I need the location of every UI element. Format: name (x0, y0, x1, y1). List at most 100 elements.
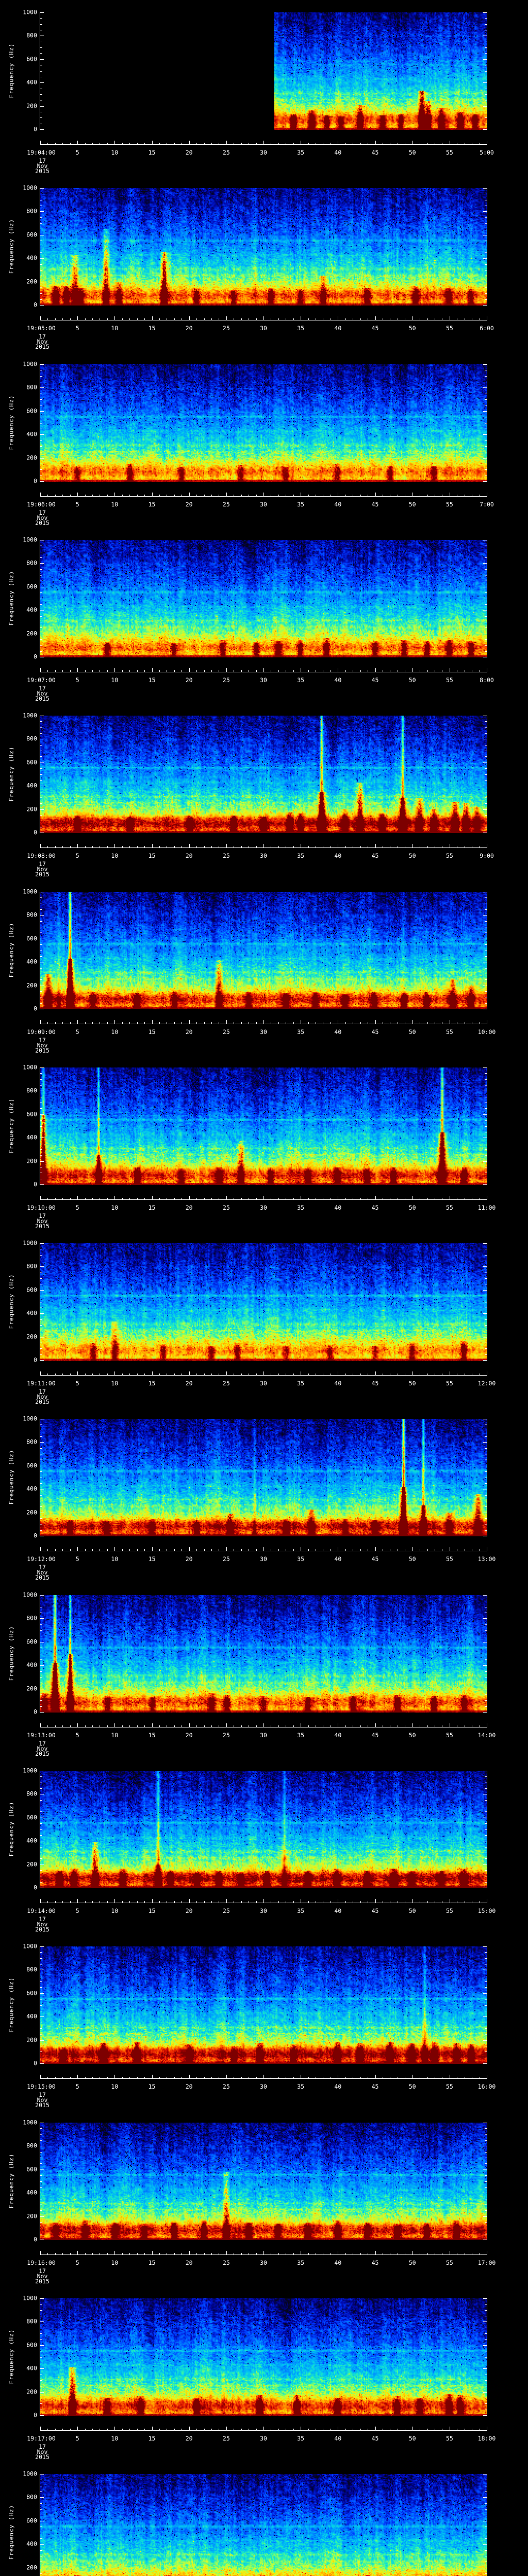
x-axis-start-time-label: 19:15:00 (27, 2083, 56, 2090)
date-year-label: 2015 (35, 343, 50, 350)
y-axis-title: Frequency (Hz) (8, 1625, 15, 1681)
x-tick-mark (375, 2075, 376, 2078)
x-tick-mark (55, 2429, 56, 2430)
x-axis-end-time-label: 7:00 (480, 501, 494, 508)
y-tick-mark (40, 223, 42, 224)
x-tick-mark (412, 493, 413, 496)
x-axis-end-time-label: 8:00 (480, 676, 494, 684)
y-tick-label: 0 (34, 1005, 37, 1012)
x-tick-mark (293, 2429, 294, 2430)
x-tick-mark (174, 846, 175, 848)
x-tick-mark (129, 1374, 130, 1375)
x-tick-mark (40, 1723, 41, 1727)
x-tick-mark (122, 2429, 123, 2430)
x-tick-mark (70, 318, 71, 320)
x-tick-mark (241, 1022, 242, 1024)
y-tick-mark (485, 469, 487, 470)
x-tick-mark (278, 1725, 279, 1727)
y-tick-label: 0 (34, 2411, 37, 2419)
x-tick-mark (278, 846, 279, 848)
y-tick-mark (40, 2040, 44, 2041)
y-tick-mark (485, 944, 487, 945)
spectrogram-image (40, 1067, 487, 1185)
x-tick-mark (189, 141, 190, 144)
y-tick-mark (485, 1788, 487, 1789)
x-tick-mark (345, 1022, 346, 1024)
y-tick-label: 400 (26, 606, 37, 614)
x-tick-mark (204, 2077, 205, 2078)
x-tick-mark (293, 846, 294, 848)
x-axis-line (40, 1199, 487, 1200)
y-tick-label: 0 (34, 301, 37, 309)
y-tick-mark (485, 1126, 487, 1127)
y-tick-mark (40, 1003, 42, 1004)
x-tick-mark (152, 668, 153, 672)
y-tick-mark (483, 481, 487, 482)
x-tick-mark (137, 1549, 138, 1551)
y-tick-mark (40, 1776, 42, 1777)
y-tick-mark (485, 2181, 487, 2182)
x-tick-mark (85, 2077, 86, 2078)
x-tick-mark (137, 2253, 138, 2255)
x-tick-label: 35 (297, 1028, 305, 1036)
x-tick-label: 50 (408, 501, 416, 508)
y-tick-mark (40, 94, 42, 95)
x-tick-mark (114, 1723, 115, 1727)
y-tick-mark (40, 2345, 44, 2346)
x-tick-mark (137, 846, 138, 848)
x-tick-label: 25 (222, 1380, 230, 1387)
y-tick-mark (40, 117, 42, 118)
y-tick-mark (40, 1243, 44, 1244)
date-year-label: 2015 (35, 2453, 50, 2461)
x-tick-mark (55, 1549, 56, 1551)
x-tick-mark (174, 1022, 175, 1024)
y-axis-title: Frequency (Hz) (8, 922, 15, 978)
x-tick-mark (40, 2075, 41, 2078)
x-tick-mark (47, 2077, 48, 2078)
x-tick-label: 50 (408, 852, 416, 859)
y-tick-mark (40, 47, 42, 48)
y-tick-mark (483, 1360, 487, 1361)
y-tick-mark (485, 616, 487, 617)
x-tick-label: 45 (371, 2435, 379, 2442)
date-year-label: 2015 (35, 1926, 50, 1933)
y-tick-mark (40, 1360, 44, 1361)
y-tick-mark (40, 1442, 44, 1443)
y-tick-mark (40, 458, 44, 459)
spectrogram-panel: Frequency (Hz) 0 200 400 600 800 1000 5 10 15 20 2… (0, 1583, 528, 1759)
y-tick-mark (485, 1506, 487, 1507)
date-month-label: Nov (37, 866, 48, 873)
y-tick-label: 200 (26, 2212, 37, 2220)
spectrogram-image (40, 1595, 487, 1713)
x-tick-mark (241, 1549, 242, 1551)
y-tick-label: 600 (26, 1989, 37, 1997)
x-tick-label: 30 (260, 1380, 267, 1387)
x-tick-mark (62, 2077, 63, 2078)
y-tick-label: 800 (26, 2142, 37, 2150)
x-tick-mark (40, 141, 41, 144)
y-tick-mark (485, 2134, 487, 2135)
y-tick-mark (40, 1595, 44, 1596)
y-tick-mark (40, 1788, 42, 1789)
y-tick-mark (483, 915, 487, 916)
x-tick-mark (293, 2253, 294, 2255)
x-tick-label: 20 (185, 1732, 193, 1739)
x-tick-mark (226, 1723, 227, 1727)
y-tick-label: 1000 (23, 2119, 37, 2126)
y-tick-mark (40, 1184, 44, 1185)
y-tick-mark (40, 1712, 44, 1713)
x-tick-mark (263, 2427, 264, 2430)
y-tick-mark (40, 1108, 42, 1109)
x-tick-mark (62, 1374, 63, 1375)
x-tick-label: 45 (371, 2083, 379, 2090)
date-month-label: Nov (37, 2096, 48, 2104)
y-tick-mark (40, 2128, 42, 2129)
y-tick-mark (40, 252, 42, 253)
x-tick-label: 45 (371, 1907, 379, 1914)
x-axis-end-time-label: 5:00 (480, 149, 494, 156)
date-day-label: 17 (39, 2443, 46, 2450)
x-tick-mark (412, 141, 413, 144)
x-tick-label: 40 (334, 325, 342, 332)
y-tick-label: 600 (26, 55, 37, 63)
y-tick-mark (40, 2310, 42, 2311)
